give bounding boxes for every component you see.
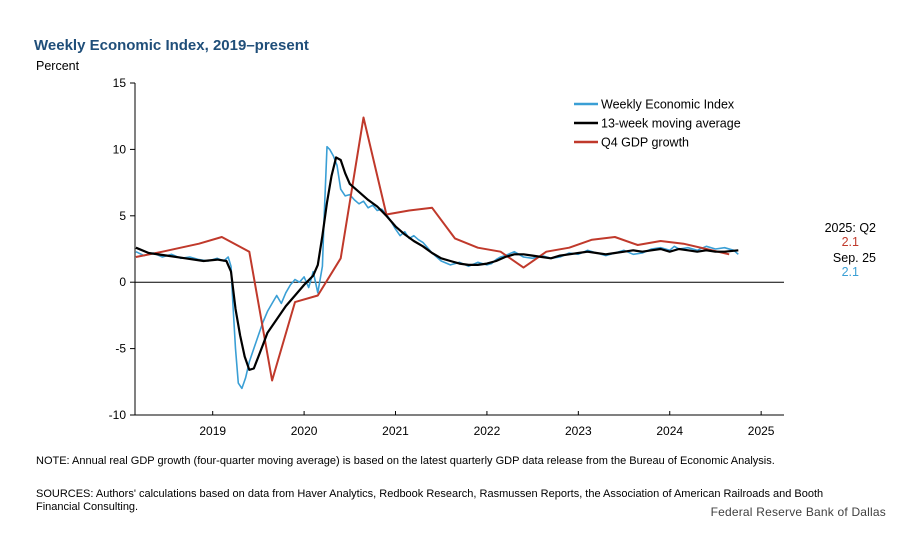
legend-label: Q4 GDP growth bbox=[601, 136, 689, 150]
legend: Weekly Economic Index 13-week moving aver… bbox=[574, 98, 741, 150]
x-tick-label: 2025 bbox=[748, 424, 775, 438]
x-tick-label: 2023 bbox=[565, 424, 592, 438]
y-tick-label: 15 bbox=[113, 76, 127, 90]
series-line-13-week-moving-average bbox=[135, 156, 739, 371]
x-tick-label: 2024 bbox=[656, 424, 683, 438]
y-tick-label: -10 bbox=[109, 408, 127, 422]
series-layer bbox=[135, 116, 739, 390]
annotation-label: 2025: Q2 bbox=[825, 221, 876, 235]
annotation-value: 2.1 bbox=[842, 265, 859, 279]
annotation-value: 2.1 bbox=[842, 235, 859, 249]
y-tick-label: 5 bbox=[119, 209, 126, 223]
y-axis-unit-label: Percent bbox=[36, 59, 80, 73]
source-credit: Federal Reserve Bank of Dallas bbox=[710, 505, 886, 519]
annotation-label: Sep. 25 bbox=[833, 251, 876, 265]
y-tick-label: -5 bbox=[115, 342, 126, 356]
legend-label: Weekly Economic Index bbox=[601, 98, 735, 112]
x-tick-label: 2020 bbox=[291, 424, 318, 438]
chart-note: NOTE: Annual real GDP growth (four-quart… bbox=[36, 455, 775, 467]
x-tick-label: 2019 bbox=[199, 424, 226, 438]
chart-title: Weekly Economic Index, 2019–present bbox=[34, 37, 309, 54]
series-line-q4-gdp-growth bbox=[135, 116, 730, 382]
axes: 15 10 5 0 -5 -10 2019 2020 2021 2022 2023 2024 2025 bbox=[109, 76, 784, 438]
y-tick-label: 0 bbox=[119, 275, 126, 289]
x-tick-label: 2021 bbox=[382, 424, 409, 438]
legend-label: 13-week moving average bbox=[601, 117, 741, 131]
series-line-weekly-economic-index bbox=[135, 145, 739, 390]
x-tick-label: 2022 bbox=[474, 424, 501, 438]
y-tick-label: 10 bbox=[113, 142, 127, 156]
chart-sources: SOURCES: Authors' calculations based on … bbox=[36, 488, 824, 513]
